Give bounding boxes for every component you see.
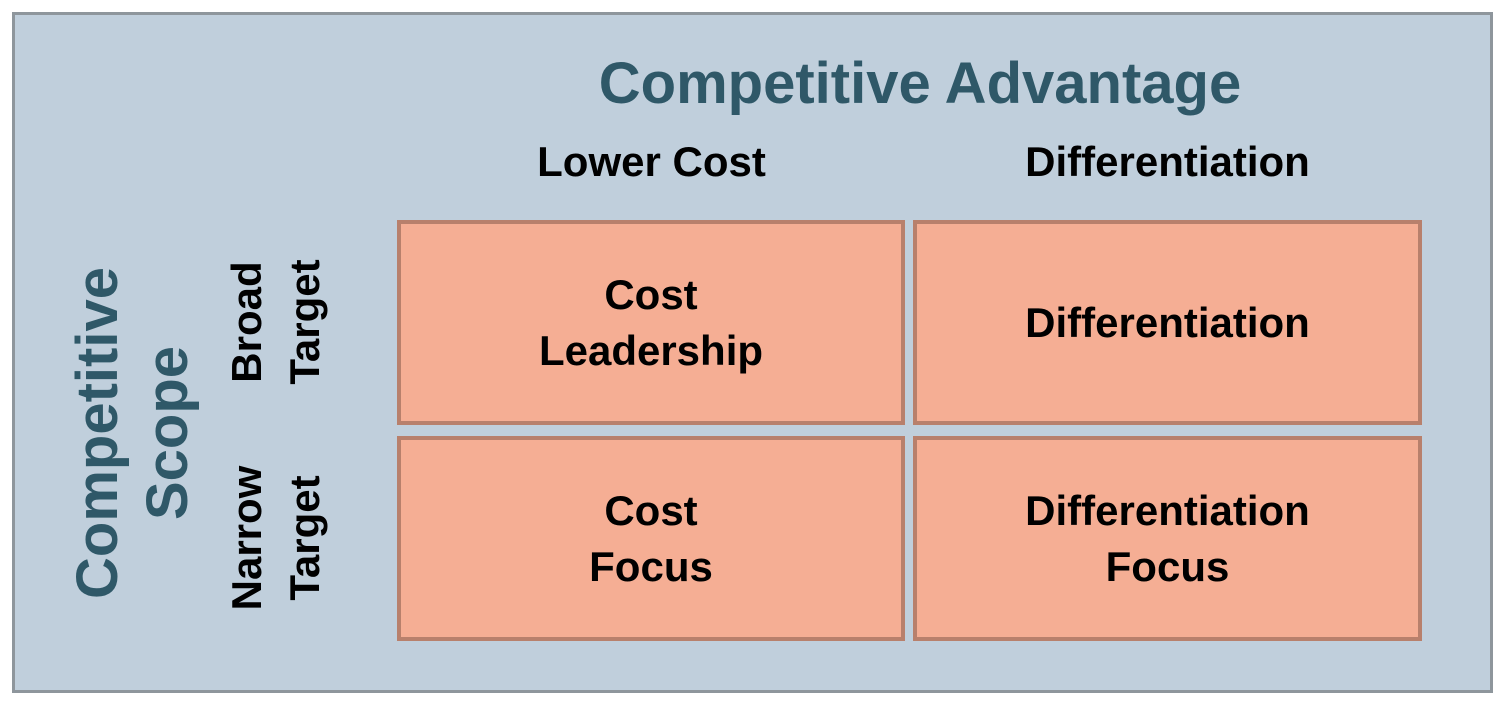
row-label-narrow-line1: Narrow (223, 465, 270, 611)
cell-differentiation-focus: Differentiation Focus (913, 436, 1422, 641)
cell-cost-focus-line2: Focus (589, 542, 713, 590)
row-label-narrow-target: Narrow Target (218, 466, 334, 611)
cell-cost-leadership-line1: Cost (604, 270, 698, 318)
cell-differentiation-focus-line1: Differentiation (1025, 486, 1310, 534)
row-label-broad-line2: Target (281, 259, 328, 385)
cell-differentiation-focus-line2: Focus (1105, 542, 1230, 590)
row-axis-label: Competitive Scope (63, 267, 203, 599)
column-header-differentiation: Differentiation (1025, 138, 1310, 185)
column-header-lower-cost: Lower Cost (537, 138, 766, 185)
row-label-broad-line1: Broad (223, 261, 270, 383)
diagram-title: Competitive Advantage (598, 51, 1242, 116)
row-axis-label-line1: Competitive (65, 267, 130, 599)
cell-cost-leadership: Cost Leadership (397, 220, 905, 425)
row-label-narrow-line2: Target (281, 475, 328, 601)
row-label-broad-target: Broad Target (218, 259, 334, 384)
cell-cost-leadership-line2: Leadership (538, 326, 764, 374)
cell-cost-focus: Cost Focus (397, 436, 905, 641)
row-axis-label-line2: Scope (135, 345, 200, 521)
cell-cost-focus-line1: Cost (604, 486, 698, 534)
cell-differentiation-line1: Differentiation (1025, 298, 1310, 346)
cell-differentiation: Differentiation (913, 220, 1422, 425)
